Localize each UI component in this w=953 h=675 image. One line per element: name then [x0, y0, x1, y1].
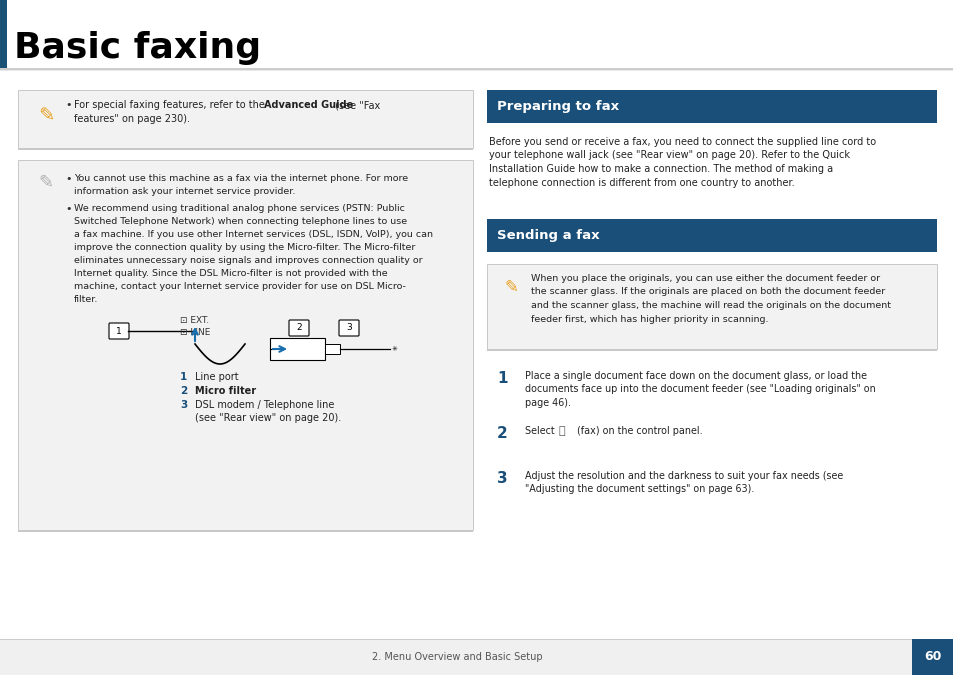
Text: Before you send or receive a fax, you need to connect the supplied line cord to: Before you send or receive a fax, you ne… [489, 137, 875, 147]
Text: When you place the originals, you can use either the document feeder or: When you place the originals, you can us… [531, 274, 880, 283]
Text: features" on page 230).: features" on page 230). [74, 114, 190, 124]
Text: Switched Telephone Network) when connecting telephone lines to use: Switched Telephone Network) when connect… [74, 217, 407, 226]
Text: "Adjusting the document settings" on page 63).: "Adjusting the document settings" on pag… [524, 485, 754, 495]
Text: 2: 2 [497, 426, 507, 441]
Text: For special faxing features, refer to the: For special faxing features, refer to th… [74, 100, 268, 110]
Text: DSL modem / Telephone line: DSL modem / Telephone line [194, 400, 334, 410]
Text: Micro filter: Micro filter [194, 386, 255, 396]
Text: 60: 60 [923, 651, 941, 664]
Text: 3: 3 [497, 471, 507, 486]
Bar [486, 219, 936, 252]
Text: (see "Rear view" on page 20).: (see "Rear view" on page 20). [194, 413, 341, 423]
Text: Basic faxing: Basic faxing [14, 31, 261, 65]
Text: Preparing to fax: Preparing to fax [497, 100, 618, 113]
Text: Advanced Guide: Advanced Guide [264, 100, 353, 110]
Text: 🖺: 🖺 [558, 426, 565, 436]
Bar [486, 90, 936, 123]
Bar [486, 264, 936, 349]
Text: You cannot use this machine as a fax via the internet phone. For more: You cannot use this machine as a fax via… [74, 174, 408, 183]
Text: improve the connection quality by using the Micro-filter. The Micro-filter: improve the connection quality by using … [74, 243, 415, 252]
Text: 1: 1 [180, 372, 187, 382]
Bar [18, 530, 473, 531]
Text: 1: 1 [116, 327, 122, 335]
Bar [0, 639, 953, 640]
Text: 2: 2 [180, 386, 187, 396]
Text: Line port: Line port [194, 372, 238, 382]
Text: •: • [65, 204, 71, 214]
Text: a fax machine. If you use other Internet services (DSL, ISDN, VoIP), you can: a fax machine. If you use other Internet… [74, 230, 433, 239]
Bar [0, 0, 7, 68]
Bar [911, 639, 953, 675]
Text: 2: 2 [295, 323, 301, 333]
FancyBboxPatch shape [109, 323, 129, 339]
Bar [18, 160, 473, 530]
Bar [18, 148, 473, 149]
Bar [486, 349, 936, 350]
Bar [0, 639, 953, 675]
Text: •: • [65, 174, 71, 184]
Text: Place a single document face down on the document glass, or load the: Place a single document face down on the… [524, 371, 866, 381]
Text: your telephone wall jack (see "Rear view" on page 20). Refer to the Quick: your telephone wall jack (see "Rear view… [489, 151, 849, 161]
Text: ✳: ✳ [392, 346, 397, 352]
FancyBboxPatch shape [338, 320, 358, 336]
Text: ⊡ LINE: ⊡ LINE [180, 328, 211, 337]
Text: machine, contact your Internet service provider for use on DSL Micro-: machine, contact your Internet service p… [74, 282, 405, 291]
Text: ✎: ✎ [503, 278, 517, 296]
Text: ✎: ✎ [38, 107, 54, 126]
Text: 2. Menu Overview and Basic Setup: 2. Menu Overview and Basic Setup [372, 652, 541, 662]
Text: the scanner glass. If the originals are placed on both the document feeder: the scanner glass. If the originals are … [531, 288, 884, 296]
Text: ⊡ EXT.: ⊡ EXT. [180, 316, 209, 325]
Text: telephone connection is different from one country to another.: telephone connection is different from o… [489, 178, 794, 188]
Text: 3: 3 [180, 400, 187, 410]
Text: 1: 1 [497, 371, 507, 386]
Bar [0, 68, 953, 70]
Text: (fax) on the control panel.: (fax) on the control panel. [577, 426, 702, 436]
Text: page 46).: page 46). [524, 398, 571, 408]
Text: 3: 3 [346, 323, 352, 333]
Bar [270, 338, 325, 360]
FancyBboxPatch shape [289, 320, 309, 336]
Text: ✎: ✎ [38, 174, 53, 192]
Bar [325, 344, 339, 354]
Text: Installation Guide how to make a connection. The method of making a: Installation Guide how to make a connect… [489, 164, 832, 174]
Text: Adjust the resolution and the darkness to suit your fax needs (see: Adjust the resolution and the darkness t… [524, 471, 842, 481]
Text: Select: Select [524, 426, 558, 436]
Text: Sending a fax: Sending a fax [497, 229, 599, 242]
Text: Internet quality. Since the DSL Micro-filter is not provided with the: Internet quality. Since the DSL Micro-fi… [74, 269, 387, 278]
Text: documents face up into the document feeder (see "Loading originals" on: documents face up into the document feed… [524, 385, 875, 394]
Text: filter.: filter. [74, 295, 98, 304]
Text: •: • [65, 100, 71, 110]
Text: feeder first, which has higher priority in scanning.: feeder first, which has higher priority … [531, 315, 768, 323]
Text: We recommend using traditional analog phone services (PSTN: Public: We recommend using traditional analog ph… [74, 204, 404, 213]
Text: eliminates unnecessary noise signals and improves connection quality or: eliminates unnecessary noise signals and… [74, 256, 422, 265]
Text: (see "Fax: (see "Fax [332, 100, 380, 110]
Text: and the scanner glass, the machine will read the originals on the document: and the scanner glass, the machine will … [531, 301, 890, 310]
Bar [18, 90, 473, 148]
Text: information ask your internet service provider.: information ask your internet service pr… [74, 187, 295, 196]
